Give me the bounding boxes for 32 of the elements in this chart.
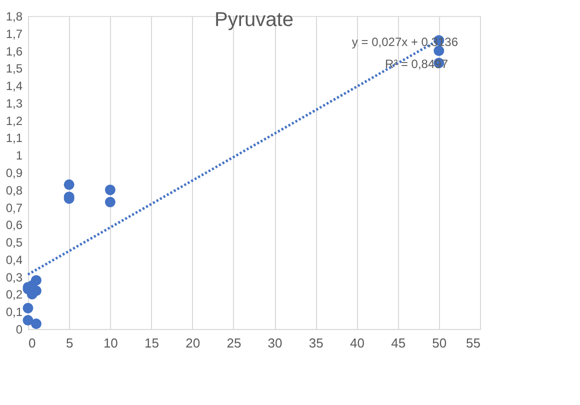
y-tick-label: 0,3 <box>6 270 23 284</box>
y-tick-label: 1 <box>16 148 23 163</box>
y-tick-label: 1,8 <box>6 10 23 24</box>
y-tick-label: 0,6 <box>6 218 23 232</box>
x-tick-label: 10 <box>103 336 118 350</box>
x-tick-label: 5 <box>66 336 74 350</box>
x-tick-label: 15 <box>144 336 160 350</box>
x-tick-label: 30 <box>268 336 282 350</box>
y-tick-label: 0,1 <box>6 305 23 320</box>
y-tick-label: 0,9 <box>6 166 23 180</box>
y-tick-label: 1,2 <box>6 114 23 128</box>
y-tick-label: 0,8 <box>6 183 23 198</box>
y-tick-label: 1,4 <box>6 79 23 94</box>
x-tick-label: 55 <box>466 336 480 350</box>
x-tick-label: 25 <box>226 336 242 350</box>
y-tick-label: 0,2 <box>6 288 23 302</box>
y-tick-label: 1,7 <box>6 26 23 41</box>
y-tick-label: 0,5 <box>6 236 23 250</box>
y-tick-label: 0,7 <box>6 200 23 215</box>
y-tick-label: 1,3 <box>6 96 23 110</box>
y-tick-label: 1,5 <box>6 62 23 76</box>
x-tick-label: 35 <box>308 336 324 350</box>
chart-title: Pyruvate <box>214 9 294 31</box>
x-tick-label: 40 <box>350 336 364 350</box>
y-tick-label: 1,1 <box>6 131 23 146</box>
x-tick-label: 45 <box>391 336 406 350</box>
x-tick-label: 20 <box>186 336 200 350</box>
y-tick-label: 1,6 <box>6 44 23 58</box>
y-tick-label: 0,4 <box>6 252 23 267</box>
x-tick-label: 0 <box>28 336 36 350</box>
y-tick-label: 0 <box>16 322 23 336</box>
x-tick-label: 50 <box>432 336 447 350</box>
